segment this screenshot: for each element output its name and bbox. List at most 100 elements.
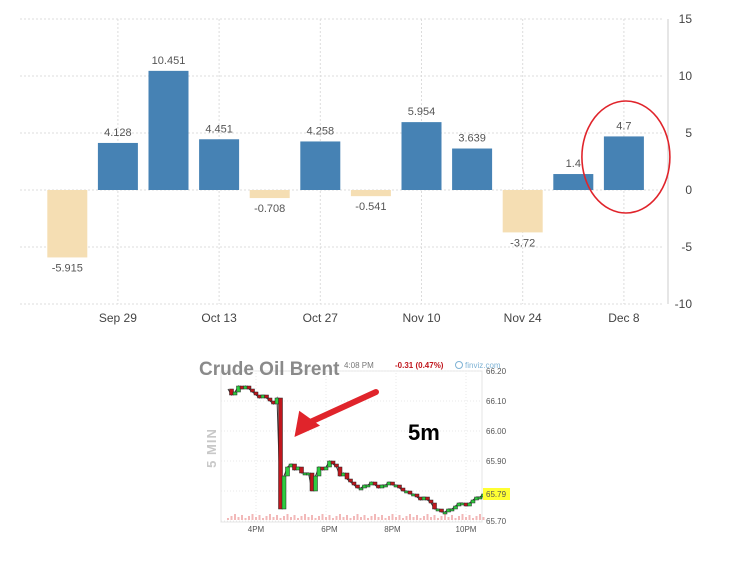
volume-bar	[472, 518, 474, 520]
bar	[199, 139, 240, 190]
candle	[358, 487, 364, 491]
volume-bar	[335, 516, 338, 520]
x-tick-label: Dec 8	[608, 311, 640, 325]
volume-bar	[230, 516, 233, 520]
volume-bar	[405, 516, 408, 520]
candle	[344, 472, 350, 480]
y-tick-label: -5	[681, 240, 692, 254]
volume-bar	[409, 514, 411, 520]
bar-value-label: 10.451	[152, 55, 186, 67]
annotation-arrow-shaft	[303, 389, 379, 427]
candle	[425, 496, 430, 501]
x-tick-label: Oct 13	[201, 311, 237, 325]
volume-bar	[269, 514, 271, 520]
volume-bar	[304, 514, 306, 520]
chart2-source: finviz.com	[465, 361, 501, 370]
volume-bar	[412, 517, 415, 520]
volume-bar	[437, 518, 439, 520]
volume-bar	[447, 517, 450, 520]
volume-bar	[349, 518, 352, 520]
candle	[330, 460, 336, 465]
volume-bar	[255, 517, 257, 520]
candle	[365, 484, 371, 488]
bar-value-label: 4.258	[307, 125, 335, 137]
volume-bar	[370, 516, 373, 520]
volume-bar	[248, 516, 250, 520]
volume-bar	[279, 518, 282, 520]
candle	[253, 391, 259, 396]
chart2-y-tick: 65.70	[486, 517, 507, 526]
volume-bar	[283, 516, 285, 520]
chart2-time: 4:08 PM	[344, 361, 374, 370]
volume-bar	[454, 518, 457, 520]
candle	[355, 484, 360, 489]
bar	[97, 142, 138, 190]
volume-bar	[300, 516, 303, 520]
volume-bar	[244, 518, 247, 520]
candle	[232, 391, 238, 396]
candle	[246, 385, 252, 390]
volume-bar	[241, 515, 243, 520]
candle	[477, 496, 483, 500]
candle	[278, 397, 283, 510]
volume-bar	[391, 514, 394, 520]
volume-bar	[440, 516, 443, 520]
bar	[148, 70, 189, 190]
volume-bar	[339, 514, 341, 520]
volume-bar	[468, 515, 471, 520]
volume-bar	[342, 517, 345, 520]
volume-bar	[395, 517, 397, 520]
candle	[250, 388, 255, 393]
annotation-arrow-head	[294, 410, 321, 438]
volume-bar	[293, 515, 296, 520]
y-tick-label: 0	[685, 183, 692, 197]
bar-value-label: -0.708	[254, 203, 285, 215]
volume-bar	[265, 516, 268, 520]
chart2-y-tick: 66.00	[486, 427, 507, 436]
volume-bar	[416, 515, 418, 520]
volume-bar	[234, 514, 236, 520]
volume-bar	[346, 515, 348, 520]
last-price-label: 65.79	[486, 490, 507, 499]
y-tick-label: 5	[685, 126, 692, 140]
last-price-badge	[483, 488, 510, 500]
candle	[267, 397, 273, 402]
candle	[323, 466, 329, 471]
chart2-y-tick: 65.90	[486, 457, 507, 466]
candle	[264, 394, 269, 399]
chart2-x-tick: 8PM	[384, 525, 401, 534]
bar	[47, 190, 88, 258]
bar-value-label: 4.7	[616, 120, 631, 132]
candle	[337, 466, 343, 477]
volume-bar	[258, 515, 261, 520]
candle	[313, 475, 318, 492]
candle	[428, 499, 434, 504]
candle	[372, 481, 378, 486]
volume-bar	[398, 515, 401, 520]
chart2-x-tick: 6PM	[321, 525, 338, 534]
x-tick-label: Nov 10	[402, 311, 440, 325]
chart2-y-tick: 66.20	[486, 367, 507, 376]
bar	[350, 190, 391, 197]
bar-value-label: -0.541	[355, 201, 386, 213]
candle	[467, 502, 472, 507]
chart2-y-tick: 66.10	[486, 397, 507, 406]
bar-value-label: 4.128	[104, 127, 132, 139]
volume-bar	[461, 514, 464, 520]
bar	[603, 136, 644, 190]
y-tick-label: 15	[679, 12, 693, 26]
volume-bar	[423, 516, 425, 520]
chart2-title: Crude Oil Brent	[199, 359, 340, 380]
candle	[390, 481, 395, 486]
volume-bar	[433, 515, 436, 520]
volume-bar	[276, 515, 278, 520]
volume-bar	[297, 518, 299, 520]
candle	[439, 508, 444, 513]
volume-bar	[311, 515, 313, 520]
candle	[383, 484, 388, 488]
chart2-side-label: 5 MIN	[204, 428, 219, 468]
volume-bar	[367, 518, 369, 520]
volume-bar	[325, 517, 327, 520]
